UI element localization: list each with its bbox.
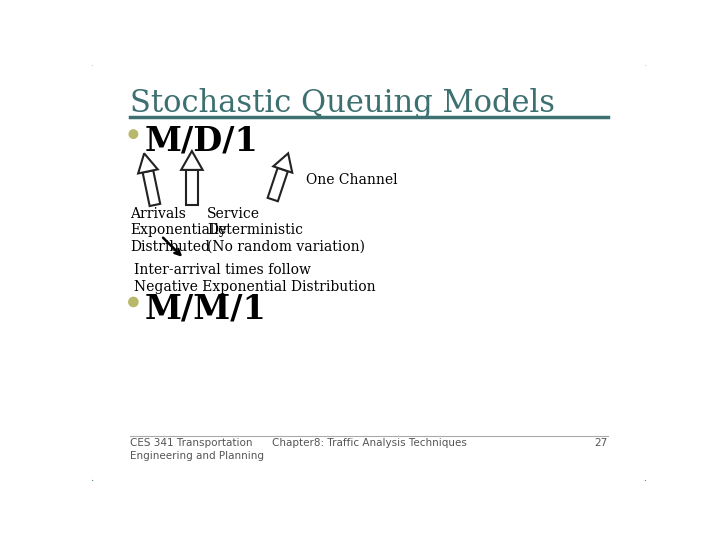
Text: Arrivals
Exponentially
Distributed: Arrivals Exponentially Distributed bbox=[130, 207, 227, 254]
Text: M/D/1: M/D/1 bbox=[144, 125, 258, 158]
FancyBboxPatch shape bbox=[89, 62, 649, 484]
Polygon shape bbox=[138, 153, 158, 173]
Circle shape bbox=[129, 130, 138, 138]
Text: Inter-arrival times follow
Negative Exponential Distribution: Inter-arrival times follow Negative Expo… bbox=[134, 264, 376, 294]
Text: 27: 27 bbox=[595, 438, 608, 448]
Text: M/M/1: M/M/1 bbox=[144, 293, 266, 326]
Circle shape bbox=[129, 298, 138, 307]
Polygon shape bbox=[274, 153, 292, 173]
Polygon shape bbox=[186, 170, 198, 205]
Text: One Channel: One Channel bbox=[306, 173, 397, 187]
Text: Service
Deterministic
(No random variation): Service Deterministic (No random variati… bbox=[207, 207, 365, 254]
Text: Stochastic Queuing Models: Stochastic Queuing Models bbox=[130, 88, 555, 119]
Polygon shape bbox=[181, 151, 203, 170]
Text: CES 341 Transportation
Engineering and Planning: CES 341 Transportation Engineering and P… bbox=[130, 438, 264, 462]
Polygon shape bbox=[143, 170, 161, 206]
Polygon shape bbox=[268, 168, 288, 201]
Text: Chapter8: Traffic Analysis Techniques: Chapter8: Traffic Analysis Techniques bbox=[271, 438, 467, 448]
